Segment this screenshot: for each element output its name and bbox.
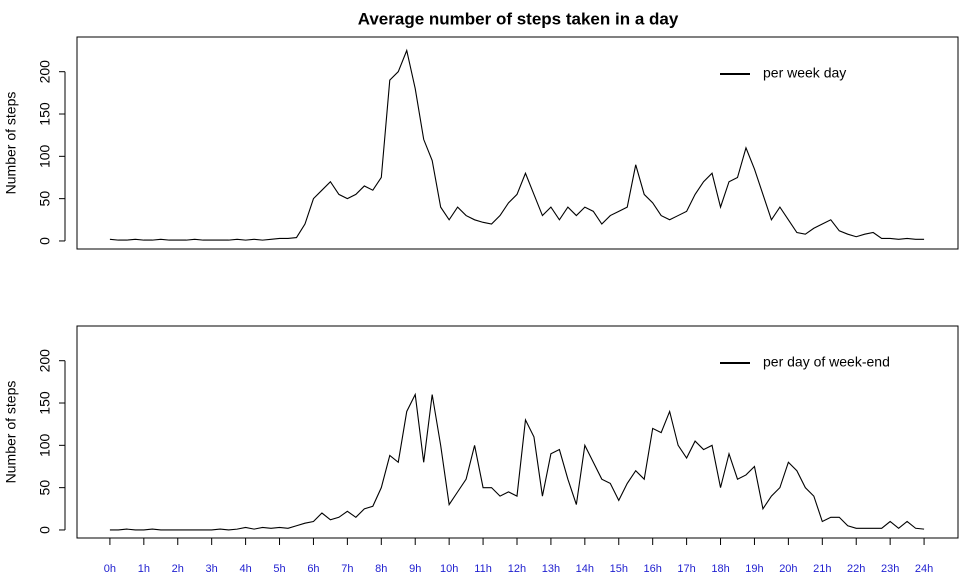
x-tick-label: 5h — [273, 563, 285, 575]
x-tick-label: 1h — [138, 563, 150, 575]
x-tick-label: 10h — [440, 563, 458, 575]
x-tick-label: 14h — [576, 563, 594, 575]
y-tick-label: 150 — [37, 102, 53, 126]
x-tick-label: 3h — [206, 563, 218, 575]
x-tick-label: 11h — [474, 563, 492, 575]
x-tick-label: 15h — [610, 563, 628, 575]
x-tick-label: 7h — [341, 563, 353, 575]
y-tick-label: 100 — [37, 433, 53, 457]
x-tick-label: 9h — [409, 563, 421, 575]
chart-title: Average number of steps taken in a day — [358, 9, 679, 28]
x-tick-label: 17h — [677, 563, 695, 575]
y-axis-label: Number of steps — [3, 92, 19, 195]
x-tick-label: 12h — [508, 563, 526, 575]
x-tick-label: 4h — [239, 563, 251, 575]
x-tick-label: 16h — [644, 563, 662, 575]
y-tick-label: 100 — [37, 144, 53, 168]
x-tick-label: 22h — [847, 563, 865, 575]
x-tick-label: 23h — [881, 563, 899, 575]
x-tick-label: 20h — [779, 563, 797, 575]
data-line — [109, 392, 925, 531]
legend-label: per day of week-end — [763, 354, 890, 370]
legend-label: per week day — [763, 65, 846, 81]
y-tick-label: 50 — [37, 480, 53, 496]
x-tick-label: 0h — [104, 563, 116, 575]
x-tick-label: 8h — [375, 563, 387, 575]
y-tick-label: 0 — [37, 526, 53, 534]
x-tick-label: 21h — [813, 563, 831, 575]
x-tick-label: 19h — [745, 563, 763, 575]
x-tick-label: 6h — [307, 563, 319, 575]
x-tick-label: 18h — [711, 563, 729, 575]
y-tick-label: 0 — [37, 237, 53, 245]
data-line — [109, 48, 925, 241]
y-tick-label: 200 — [37, 60, 53, 84]
x-tick-label: 24h — [915, 563, 933, 575]
y-tick-label: 200 — [37, 349, 53, 373]
y-axis-label: Number of steps — [3, 381, 19, 484]
x-tick-label: 2h — [172, 563, 184, 575]
y-tick-label: 150 — [37, 391, 53, 415]
y-tick-label: 50 — [37, 191, 53, 207]
plot-frame — [76, 36, 959, 250]
x-tick-label: 13h — [542, 563, 560, 575]
